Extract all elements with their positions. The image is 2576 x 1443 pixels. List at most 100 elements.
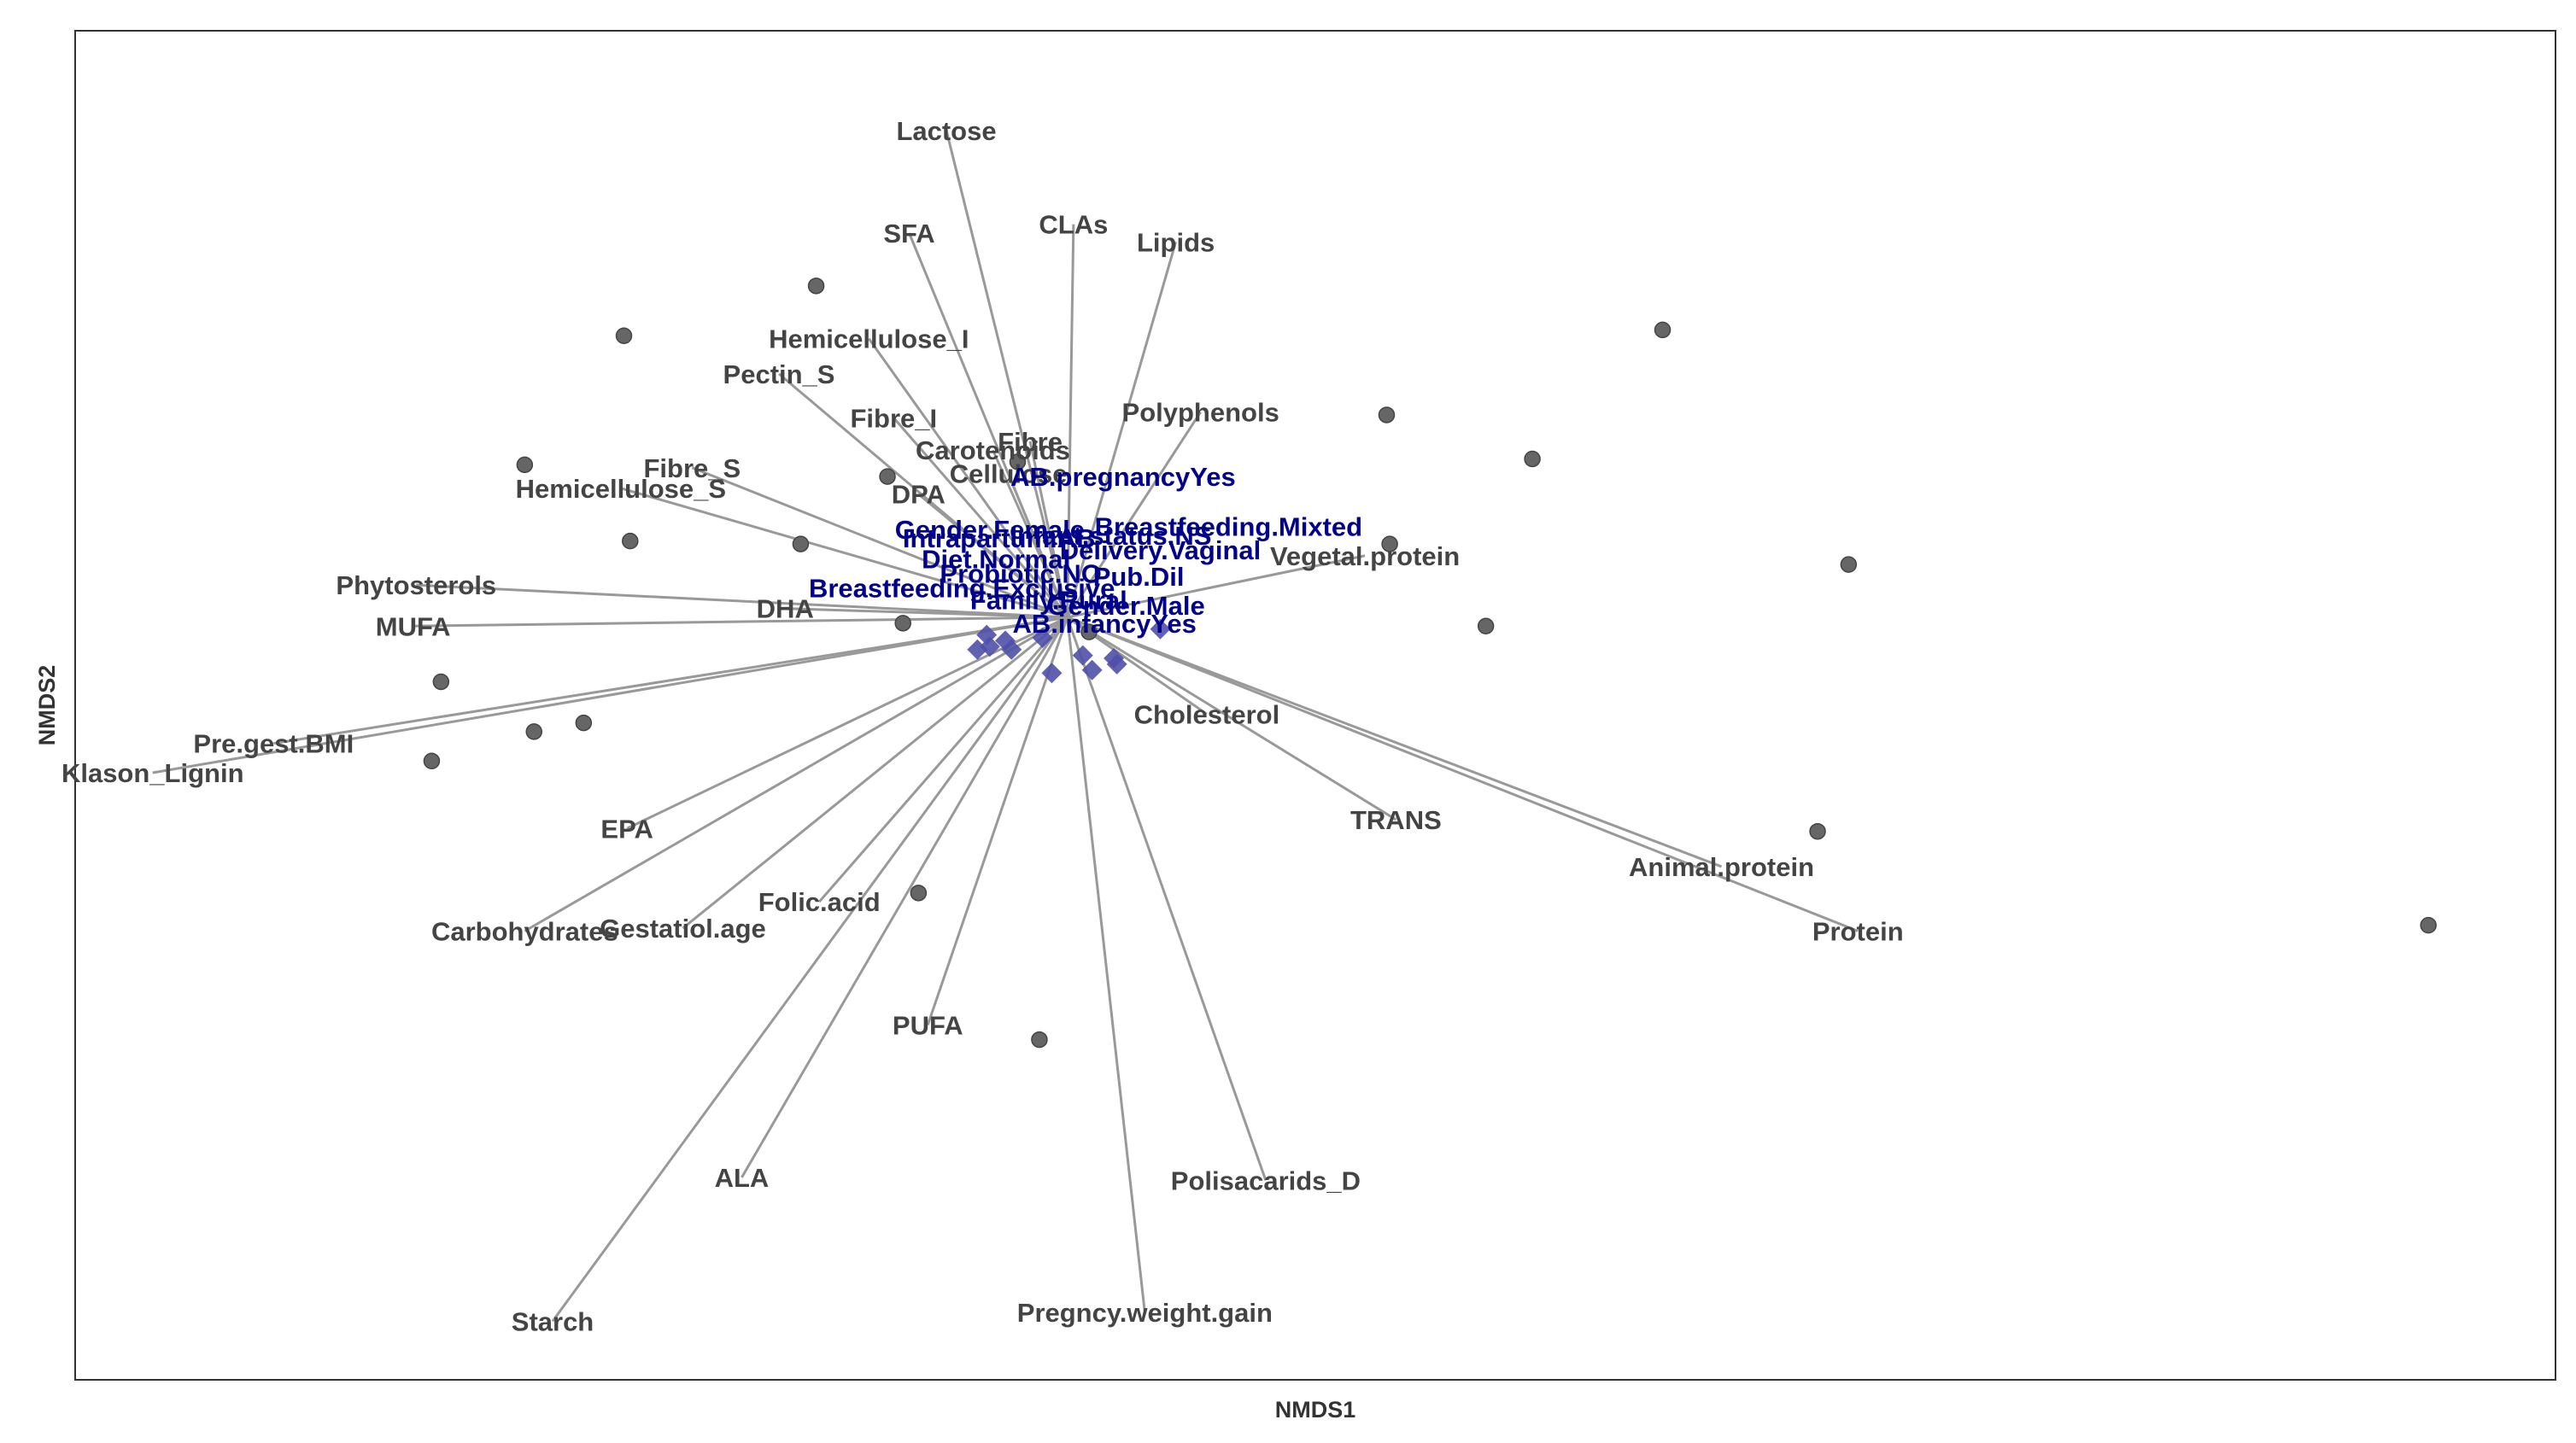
vector-line (1066, 616, 1146, 1313)
site-point (1080, 623, 1098, 640)
vector-label: Fibre_S (644, 453, 741, 483)
factor-points (967, 618, 1171, 684)
vector-line (1067, 616, 1859, 932)
plot-panel (74, 30, 2556, 1381)
vector-label: Vegetal.protein (1270, 541, 1460, 571)
vector-label: Phytosterols (336, 570, 496, 600)
site-point (423, 752, 441, 770)
factor-point (995, 630, 1016, 651)
site-point (516, 456, 534, 474)
factor-label: Gender.Male (1047, 591, 1204, 621)
vector-label: Lipids (1137, 227, 1215, 257)
vector-line (413, 616, 1068, 628)
site-point (879, 468, 896, 485)
vector-line (1007, 473, 1068, 618)
vector-label: Polyphenols (1122, 398, 1279, 428)
factor-point (1032, 628, 1053, 648)
site-points (423, 278, 2437, 1049)
vector-label: SFA (883, 219, 934, 248)
vector-line (917, 493, 1068, 619)
factor-label: Intrapartum.AB (903, 523, 1096, 553)
factor-label: Delivery.Vaginal (1060, 535, 1262, 565)
vector-line (691, 466, 1068, 619)
vector-label: Cellulose (950, 459, 1068, 489)
site-point (2420, 916, 2437, 934)
vector-line (273, 616, 1068, 745)
vector-line (945, 130, 1069, 618)
x-axis-title: NMDS1 (1275, 1397, 1356, 1423)
vector-label: DPA (892, 480, 946, 510)
vector-label: Cholesterol (1134, 699, 1280, 729)
vector-line (551, 616, 1068, 1323)
vector-label: ALA (715, 1163, 770, 1193)
vector-label: Protein (1812, 916, 1904, 946)
vector-line (818, 616, 1068, 903)
vector-label: Animal.protein (1629, 852, 1814, 882)
vector-line (1066, 241, 1178, 618)
factor-point (1106, 653, 1127, 675)
vector-line (524, 616, 1068, 932)
site-point (1009, 453, 1027, 470)
vector-line (1066, 616, 1397, 821)
factor-point (1081, 659, 1103, 681)
vector-label: Pectin_S (723, 359, 835, 389)
site-point (622, 532, 639, 550)
site-point (1654, 321, 1671, 339)
factor-label: Family.Rural (970, 585, 1127, 615)
factor-label: AB.pregnancyYes (1010, 462, 1236, 492)
factor-point (1150, 618, 1171, 640)
factor-label: Breastfeeding.Exclusive (809, 574, 1115, 604)
site-point (894, 615, 911, 632)
vector-label: Pregncy.weight.gain (1017, 1298, 1273, 1328)
factor-point (1072, 645, 1093, 666)
factor-label: Probiotic.NO (940, 558, 1101, 588)
vector-label: MUFA (376, 611, 451, 641)
vector-label: Carbohydrates (431, 916, 618, 946)
vector-label: Pre.gest.BMI (193, 729, 354, 759)
site-point (910, 885, 928, 902)
vector-line (893, 417, 1068, 618)
vector-label: Starch (512, 1306, 594, 1336)
factor-label: AB.infancyYes (1012, 609, 1196, 639)
vector-labels: Lactose SFA CLAs Lipids Hemicellulose_I Pecti… (61, 116, 1904, 1337)
vector-label: DHA (757, 594, 814, 624)
site-point (1840, 556, 1858, 573)
factor-label: Diet.Normal (922, 544, 1070, 574)
site-point (792, 535, 810, 552)
vector-arrows (152, 130, 1859, 1323)
factor-label: Pub.Dil (1093, 562, 1185, 592)
vector-line (926, 616, 1069, 1025)
site-point (432, 673, 450, 691)
vector-label: Fibre (998, 427, 1063, 457)
vector-line (1067, 554, 1366, 619)
vector-line (868, 337, 1068, 618)
vector-line (1067, 616, 1723, 868)
y-axis-title: NMDS2 (34, 665, 60, 746)
vector-line (416, 583, 1068, 619)
vector-line (682, 616, 1068, 930)
vector-label: EPA (600, 814, 653, 844)
vector-line (1066, 616, 1268, 1181)
vector-label: Gestatiol.age (600, 914, 766, 944)
site-point (1031, 1031, 1048, 1049)
site-point (525, 723, 542, 740)
vector-label: Lactose (896, 116, 996, 146)
vector-line (620, 487, 1068, 619)
vector-label: CLAs (1039, 210, 1108, 240)
vector-label: Hemicellulose_S (516, 474, 726, 504)
site-point (615, 327, 633, 344)
site-point (807, 278, 825, 295)
factor-label: Infant.status.NS (1010, 521, 1211, 551)
site-point (1477, 617, 1495, 635)
vector-line (1066, 224, 1075, 617)
site-point (1809, 822, 1826, 840)
factor-label: Breastfeeding.Mixted (1095, 511, 1363, 541)
site-point (1381, 535, 1398, 552)
vector-line (152, 616, 1068, 774)
vector-line (1066, 411, 1202, 618)
vector-label: Klason_Lignin (61, 758, 244, 788)
vector-label: Fibre_I (850, 403, 937, 433)
vector-line (1028, 441, 1069, 618)
site-point (1378, 406, 1396, 424)
vector-label: PUFA (893, 1010, 963, 1040)
